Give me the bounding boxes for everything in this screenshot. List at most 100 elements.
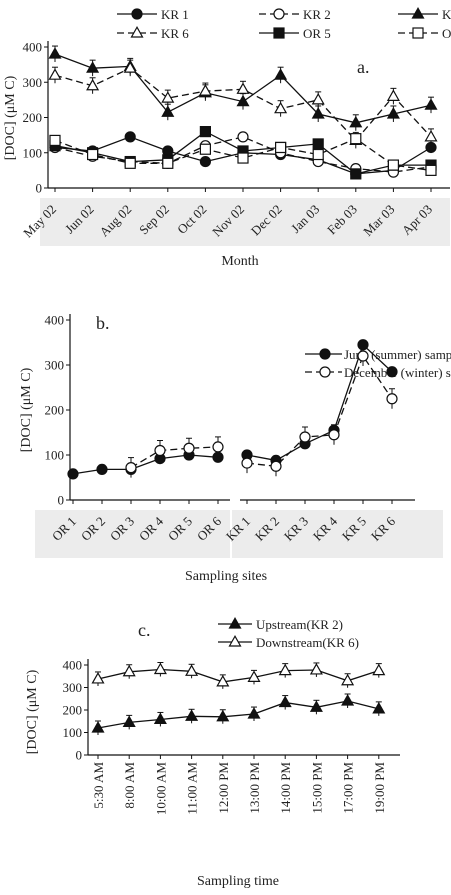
a-y-tick-label: 0 bbox=[36, 181, 43, 196]
a-point bbox=[312, 138, 324, 150]
b-x-title: Sampling sites bbox=[185, 569, 267, 584]
b-y-tick-label: 0 bbox=[58, 493, 65, 508]
a-point bbox=[48, 68, 62, 80]
a-point bbox=[86, 78, 100, 91]
a-legend-label: KR 1 bbox=[161, 7, 189, 22]
b-y-tick-label: 400 bbox=[45, 313, 65, 328]
a-legend-label: OR 6 bbox=[442, 26, 451, 41]
b-y-title: [DOC] (μM C) bbox=[19, 367, 34, 452]
a-point bbox=[162, 157, 174, 169]
a-legend-marker bbox=[273, 27, 285, 39]
a-point bbox=[161, 105, 175, 117]
a-legend-marker bbox=[131, 8, 143, 20]
a-point bbox=[237, 131, 249, 143]
b-point bbox=[212, 441, 224, 453]
b-point bbox=[154, 444, 166, 457]
a-point bbox=[49, 134, 61, 147]
a-y-tick-label: 100 bbox=[23, 145, 43, 160]
a-point bbox=[387, 159, 399, 171]
a-legend-marker bbox=[412, 27, 424, 39]
b-point bbox=[386, 366, 398, 378]
b-point bbox=[357, 350, 369, 362]
c-point bbox=[91, 721, 105, 733]
c-legend-label: Downstream(KR 6) bbox=[256, 635, 359, 650]
c-point bbox=[278, 663, 292, 676]
c-point bbox=[309, 662, 323, 675]
a-x-label-band bbox=[40, 198, 450, 246]
a-point bbox=[199, 125, 211, 138]
c-x-tick-label: 8:00 AM bbox=[122, 762, 137, 809]
a-series-line bbox=[54, 136, 432, 173]
a-point bbox=[123, 61, 137, 73]
b-point bbox=[241, 457, 253, 469]
c-point bbox=[278, 695, 292, 708]
a-point bbox=[312, 148, 324, 161]
c-point bbox=[185, 709, 199, 721]
a-point bbox=[198, 84, 212, 96]
a-legend-marker bbox=[273, 8, 285, 20]
c-x-tick-label: 13:00 PM bbox=[247, 762, 262, 814]
a-point bbox=[425, 164, 437, 176]
a-point bbox=[48, 47, 62, 59]
b-point bbox=[96, 463, 108, 475]
c-point bbox=[216, 709, 230, 722]
a-y-tick-label: 200 bbox=[23, 110, 43, 125]
a-point bbox=[124, 131, 136, 143]
c-point bbox=[122, 715, 136, 727]
c-x-tick-label: 15:00 PM bbox=[309, 762, 324, 814]
c-x-tick-label: 12:00 PM bbox=[216, 762, 231, 814]
a-legend-marker bbox=[130, 26, 144, 38]
a-point bbox=[86, 61, 100, 73]
c-y-tick-label: 400 bbox=[63, 658, 83, 673]
a-point bbox=[386, 107, 400, 119]
c-y-tick-label: 200 bbox=[63, 703, 83, 718]
b-y-tick-label: 300 bbox=[45, 358, 65, 373]
a-point bbox=[350, 133, 362, 145]
a-legend-marker bbox=[411, 7, 425, 19]
a-point bbox=[236, 82, 250, 94]
b-legend-marker bbox=[319, 348, 331, 360]
a-point bbox=[86, 148, 99, 161]
b-point bbox=[328, 429, 340, 441]
a-point bbox=[350, 168, 362, 180]
a-point bbox=[424, 98, 438, 110]
a-point bbox=[124, 157, 136, 169]
a-point bbox=[237, 152, 249, 164]
c-point bbox=[216, 674, 230, 687]
a-point bbox=[275, 141, 287, 154]
c-legend-label: Upstream(KR 2) bbox=[256, 617, 343, 632]
c-x-tick-label: 11:00 AM bbox=[185, 762, 200, 815]
c-legend-marker bbox=[228, 635, 242, 647]
b-series-line bbox=[72, 454, 219, 475]
c-point bbox=[122, 664, 136, 677]
c-point bbox=[91, 671, 105, 684]
c-x-tick-label: 14:00 PM bbox=[278, 762, 293, 814]
c-point bbox=[185, 664, 199, 676]
b-y-tick-label: 100 bbox=[45, 448, 65, 463]
b-series-line bbox=[246, 343, 393, 462]
a-x-title: Month bbox=[221, 254, 258, 269]
c-x-title: Sampling time bbox=[197, 874, 279, 889]
c-series-line bbox=[97, 668, 380, 683]
b-point bbox=[67, 468, 79, 480]
c-x-tick-label: 17:00 PM bbox=[341, 762, 356, 814]
b-y-tick-label: 200 bbox=[45, 403, 65, 418]
b-panel-label: b. bbox=[96, 313, 110, 333]
b-x-label-band-kr bbox=[232, 510, 443, 558]
c-x-tick-label: 10:00 AM bbox=[153, 762, 168, 816]
a-y-tick-label: 400 bbox=[23, 40, 43, 55]
c-point bbox=[153, 712, 167, 725]
a-point bbox=[199, 143, 211, 155]
a-legend-label: OR 5 bbox=[303, 26, 331, 41]
a-point bbox=[386, 89, 400, 101]
c-panel-label: c. bbox=[138, 620, 151, 640]
c-x-tick-label: 19:00 PM bbox=[372, 762, 387, 814]
b-series-line bbox=[130, 446, 219, 469]
c-point bbox=[247, 670, 261, 682]
a-point bbox=[274, 101, 288, 114]
a-point bbox=[274, 68, 288, 80]
a-y-title: [DOC] (μM C) bbox=[3, 75, 18, 160]
b-legend-label: June (summer) sample bbox=[344, 347, 451, 362]
c-y-tick-label: 100 bbox=[63, 725, 83, 740]
